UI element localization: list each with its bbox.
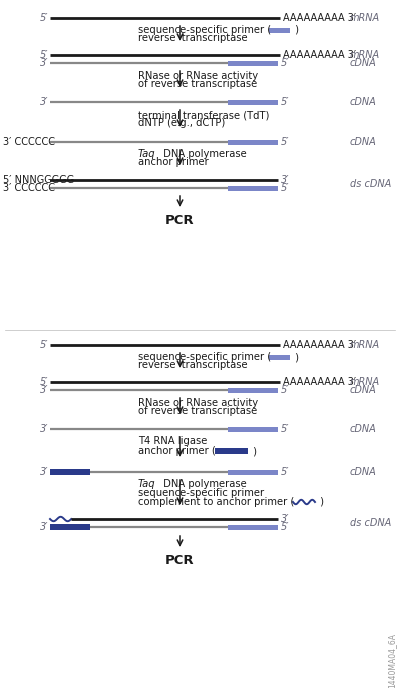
Text: 3′: 3′ xyxy=(281,514,290,524)
Text: Taq: Taq xyxy=(138,149,156,159)
Text: mRNA: mRNA xyxy=(350,50,380,60)
Text: 3′ CCCCCC: 3′ CCCCCC xyxy=(3,137,55,147)
Text: of reverse transcriptase: of reverse transcriptase xyxy=(138,406,257,416)
Bar xyxy=(50,469,90,475)
Bar xyxy=(50,524,90,530)
Bar xyxy=(228,140,278,144)
Text: terminal transferase (TdT): terminal transferase (TdT) xyxy=(138,110,269,120)
Bar xyxy=(228,100,278,105)
Text: 3′: 3′ xyxy=(40,385,48,395)
Text: cDNA: cDNA xyxy=(350,97,377,107)
Text: 5′: 5′ xyxy=(40,50,48,60)
Text: DNA polymerase: DNA polymerase xyxy=(160,149,247,159)
Text: ds cDNA: ds cDNA xyxy=(350,179,391,189)
Bar xyxy=(269,354,290,360)
Text: 5′: 5′ xyxy=(281,522,290,532)
Text: mRNA: mRNA xyxy=(350,340,380,350)
Text: Taq: Taq xyxy=(138,479,156,489)
Text: ): ) xyxy=(292,25,299,35)
Text: 5′ NNNGGGGG: 5′ NNNGGGGG xyxy=(3,175,74,185)
Bar xyxy=(228,427,278,431)
Bar xyxy=(228,387,278,392)
Text: ): ) xyxy=(250,446,257,456)
Text: 5′: 5′ xyxy=(281,467,290,477)
Text: of reverse transcriptase: of reverse transcriptase xyxy=(138,79,257,89)
Text: cDNA: cDNA xyxy=(350,467,377,477)
Text: PCR: PCR xyxy=(165,554,195,566)
Text: RNase or RNase activity: RNase or RNase activity xyxy=(138,398,258,408)
Text: cDNA: cDNA xyxy=(350,385,377,395)
Text: 3′ CCCCCC: 3′ CCCCCC xyxy=(3,183,55,193)
Text: cDNA: cDNA xyxy=(350,424,377,434)
Bar xyxy=(228,61,278,65)
Text: 5′: 5′ xyxy=(40,13,48,23)
Text: complement to anchor primer (: complement to anchor primer ( xyxy=(138,497,294,507)
Text: 5′: 5′ xyxy=(281,58,290,68)
Bar xyxy=(228,186,278,191)
Text: 5′: 5′ xyxy=(40,340,48,350)
Text: 3′: 3′ xyxy=(40,424,48,434)
Text: anchor primer: anchor primer xyxy=(138,157,209,167)
Text: 5′: 5′ xyxy=(281,424,290,434)
Text: 1440MA04_6A: 1440MA04_6A xyxy=(387,632,396,687)
Text: AAAAAAAAA 3′: AAAAAAAAA 3′ xyxy=(283,340,356,350)
Text: 5′: 5′ xyxy=(281,97,290,107)
Text: 3′: 3′ xyxy=(40,467,48,477)
Text: RNase or RNase activity: RNase or RNase activity xyxy=(138,71,258,81)
Text: cDNA: cDNA xyxy=(350,58,377,68)
Text: 3′: 3′ xyxy=(40,58,48,68)
Bar xyxy=(215,448,248,454)
Text: sequence-specific primer (: sequence-specific primer ( xyxy=(138,352,271,362)
Text: mRNA: mRNA xyxy=(350,377,380,387)
Text: ds cDNA: ds cDNA xyxy=(350,518,391,528)
Text: dNTP (e.g., dCTP): dNTP (e.g., dCTP) xyxy=(138,118,225,128)
Text: T4 RNA ligase: T4 RNA ligase xyxy=(138,436,207,446)
Text: reverse  transcriptase: reverse transcriptase xyxy=(138,33,248,43)
Text: 3′: 3′ xyxy=(40,97,48,107)
Bar xyxy=(228,524,278,530)
Text: 5′: 5′ xyxy=(40,377,48,387)
Text: DNA polymerase: DNA polymerase xyxy=(160,479,247,489)
Text: anchor primer (: anchor primer ( xyxy=(138,446,216,456)
Text: 5′: 5′ xyxy=(281,183,290,193)
Bar xyxy=(228,469,278,475)
Text: reverse  transcriptase: reverse transcriptase xyxy=(138,360,248,370)
Text: 3′: 3′ xyxy=(281,175,290,185)
Text: sequence-specific primer (: sequence-specific primer ( xyxy=(138,25,271,35)
Text: 5′: 5′ xyxy=(281,137,290,147)
Text: AAAAAAAAA 3′: AAAAAAAAA 3′ xyxy=(283,50,356,60)
Text: ): ) xyxy=(317,497,324,507)
Text: AAAAAAAAA 3′: AAAAAAAAA 3′ xyxy=(283,13,356,23)
Text: PCR: PCR xyxy=(165,213,195,226)
Text: sequence-specific primer: sequence-specific primer xyxy=(138,488,264,498)
Text: 5′: 5′ xyxy=(281,385,290,395)
Text: cDNA: cDNA xyxy=(350,137,377,147)
Text: mRNA: mRNA xyxy=(350,13,380,23)
Text: ): ) xyxy=(292,352,299,362)
Text: AAAAAAAAA 3′: AAAAAAAAA 3′ xyxy=(283,377,356,387)
Text: 3′: 3′ xyxy=(40,522,48,532)
Bar xyxy=(269,28,290,32)
